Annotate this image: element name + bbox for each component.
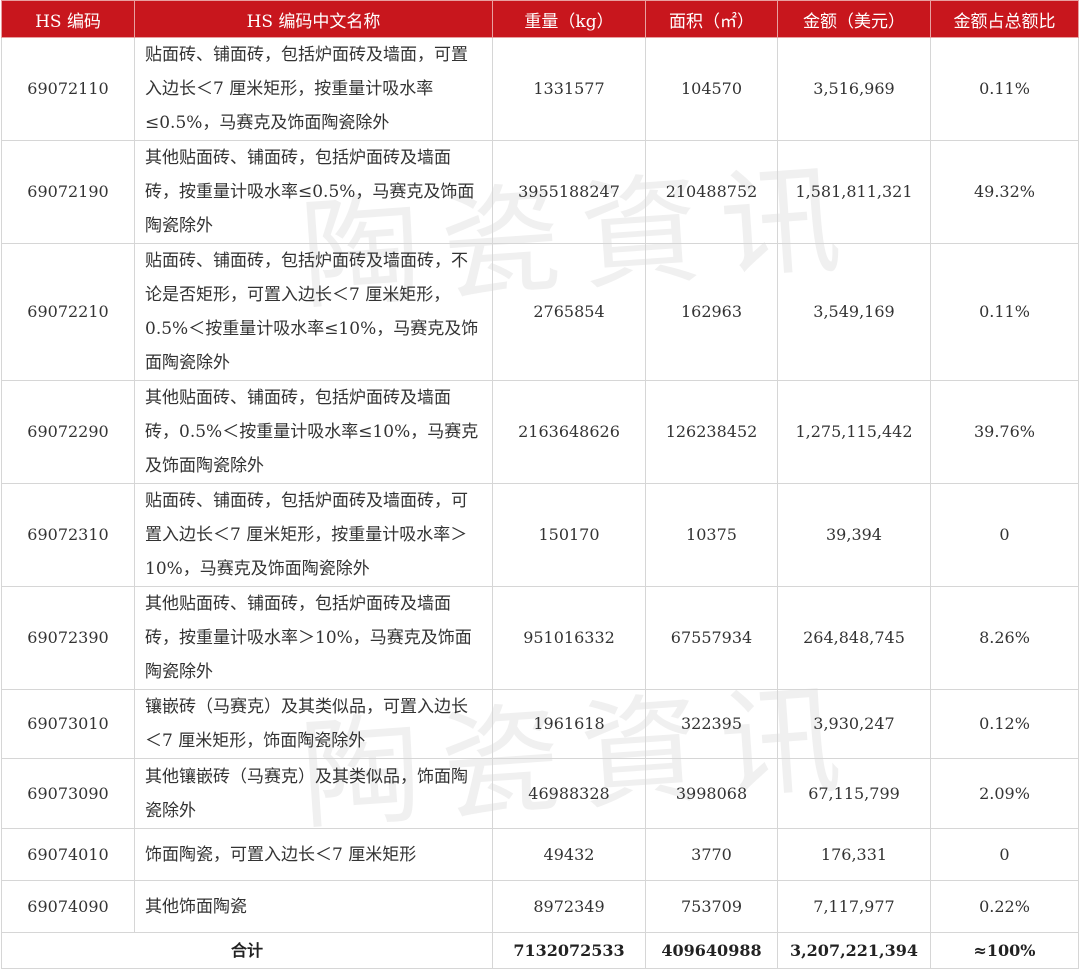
table-row: 69074090 其他饰面陶瓷 8972349 753709 7,117,977 0.22… xyxy=(1,880,1079,933)
area-cell: 3998068 xyxy=(645,758,778,829)
description-cell: 其他贴面砖、铺面砖，包括炉面砖及墙面砖，按重量计吸水率＞10%，马赛克及饰面陶瓷… xyxy=(134,586,493,690)
col-header-amount: 金额（美元） xyxy=(777,0,931,38)
hs-code-cell: 69073090 xyxy=(1,758,135,829)
table-row: 69072210 贴面砖、铺面砖，包括炉面砖及墙面砖，不论是否矩形，可置入边长＜7… xyxy=(1,243,1079,381)
col-header-share: 金额占总额比 xyxy=(930,0,1079,38)
share-cell: 2.09% xyxy=(930,758,1079,829)
description-cell: 贴面砖、铺面砖，包括炉面砖及墙面砖，不论是否矩形，可置入边长＜7 厘米矩形，0.… xyxy=(134,243,493,381)
area-cell: 67557934 xyxy=(645,586,778,690)
amount-cell: 67,115,799 xyxy=(777,758,931,829)
col-header-area: 面积（㎡） xyxy=(645,0,778,38)
share-cell: 0.12% xyxy=(930,689,1079,759)
table-row: 69072390 其他贴面砖、铺面砖，包括炉面砖及墙面砖，按重量计吸水率＞10%，… xyxy=(1,586,1079,690)
table-row: 69072310 贴面砖、铺面砖，包括炉面砖及墙面砖，可置入边长＜7 厘米矩形，按… xyxy=(1,483,1079,587)
description-cell: 贴面砖、铺面砖，包括炉面砖及墙面，可置入边长＜7 厘米矩形，按重量计吸水率≤0.… xyxy=(134,37,493,141)
hs-code-cell: 69072190 xyxy=(1,140,135,244)
total-area: 409640988 xyxy=(645,932,778,969)
table-row: 69073010 镶嵌砖（马赛克）及其类似品，可置入边长＜7 厘米矩形，饰面陶瓷除… xyxy=(1,689,1079,759)
total-label: 合计 xyxy=(1,932,493,969)
weight-cell: 1961618 xyxy=(492,689,646,759)
total-row: 合计 7132072533 409640988 3,207,221,394 ≈100% xyxy=(1,932,1079,969)
area-cell: 753709 xyxy=(645,880,778,933)
share-cell: 0 xyxy=(930,828,1079,881)
table-row: 69073090 其他镶嵌砖（马赛克）及其类似品，饰面陶瓷除外 46988328 39… xyxy=(1,758,1079,829)
weight-cell: 1331577 xyxy=(492,37,646,141)
amount-cell: 3,930,247 xyxy=(777,689,931,759)
amount-cell: 7,117,977 xyxy=(777,880,931,933)
hs-code-cell: 69072110 xyxy=(1,37,135,141)
hs-code-cell: 69072310 xyxy=(1,483,135,587)
area-cell: 322395 xyxy=(645,689,778,759)
amount-cell: 39,394 xyxy=(777,483,931,587)
share-cell: 39.76% xyxy=(930,380,1079,484)
description-cell: 其他饰面陶瓷 xyxy=(134,880,493,933)
amount-cell: 176,331 xyxy=(777,828,931,881)
amount-cell: 1,581,811,321 xyxy=(777,140,931,244)
description-cell: 饰面陶瓷，可置入边长＜7 厘米矩形 xyxy=(134,828,493,881)
weight-cell: 46988328 xyxy=(492,758,646,829)
weight-cell: 49432 xyxy=(492,828,646,881)
weight-cell: 2765854 xyxy=(492,243,646,381)
description-cell: 其他贴面砖、铺面砖，包括炉面砖及墙面砖，0.5%＜按重量计吸水率≤10%，马赛克… xyxy=(134,380,493,484)
hs-code-cell: 69072290 xyxy=(1,380,135,484)
amount-cell: 264,848,745 xyxy=(777,586,931,690)
description-cell: 其他贴面砖、铺面砖，包括炉面砖及墙面砖，按重量计吸水率≤0.5%，马赛克及饰面陶… xyxy=(134,140,493,244)
area-cell: 3770 xyxy=(645,828,778,881)
share-cell: 49.32% xyxy=(930,140,1079,244)
area-cell: 210488752 xyxy=(645,140,778,244)
description-cell: 镶嵌砖（马赛克）及其类似品，可置入边长＜7 厘米矩形，饰面陶瓷除外 xyxy=(134,689,493,759)
share-cell: 0 xyxy=(930,483,1079,587)
total-share: ≈100% xyxy=(930,932,1079,969)
header-row: HS 编码 HS 编码中文名称 重量（kg） 面积（㎡） 金额（美元） 金额占总… xyxy=(1,0,1079,38)
table-row: 69072290 其他贴面砖、铺面砖，包括炉面砖及墙面砖，0.5%＜按重量计吸水率… xyxy=(1,380,1079,484)
total-weight: 7132072533 xyxy=(492,932,646,969)
hs-code-cell: 69073010 xyxy=(1,689,135,759)
table-row: 69072190 其他贴面砖、铺面砖，包括炉面砖及墙面砖，按重量计吸水率≤0.5%… xyxy=(1,140,1079,244)
table-row: 69072110 贴面砖、铺面砖，包括炉面砖及墙面，可置入边长＜7 厘米矩形，按重… xyxy=(1,37,1079,141)
area-cell: 104570 xyxy=(645,37,778,141)
share-cell: 0.11% xyxy=(930,37,1079,141)
amount-cell: 1,275,115,442 xyxy=(777,380,931,484)
weight-cell: 951016332 xyxy=(492,586,646,690)
hs-code-cell: 69072390 xyxy=(1,586,135,690)
description-cell: 贴面砖、铺面砖，包括炉面砖及墙面砖，可置入边长＜7 厘米矩形，按重量计吸水率＞1… xyxy=(134,483,493,587)
share-cell: 8.26% xyxy=(930,586,1079,690)
area-cell: 162963 xyxy=(645,243,778,381)
amount-cell: 3,516,969 xyxy=(777,37,931,141)
amount-cell: 3,549,169 xyxy=(777,243,931,381)
area-cell: 126238452 xyxy=(645,380,778,484)
area-cell: 10375 xyxy=(645,483,778,587)
share-cell: 0.22% xyxy=(930,880,1079,933)
col-header-name: HS 编码中文名称 xyxy=(134,0,493,38)
hs-code-cell: 69074010 xyxy=(1,828,135,881)
table-row: 69074010 饰面陶瓷，可置入边长＜7 厘米矩形 49432 3770 176,33… xyxy=(1,828,1079,881)
description-cell: 其他镶嵌砖（马赛克）及其类似品，饰面陶瓷除外 xyxy=(134,758,493,829)
weight-cell: 2163648626 xyxy=(492,380,646,484)
share-cell: 0.11% xyxy=(930,243,1079,381)
weight-cell: 150170 xyxy=(492,483,646,587)
hs-code-cell: 69074090 xyxy=(1,880,135,933)
total-amount: 3,207,221,394 xyxy=(777,932,931,969)
col-header-code: HS 编码 xyxy=(1,0,135,38)
weight-cell: 8972349 xyxy=(492,880,646,933)
hs-code-cell: 69072210 xyxy=(1,243,135,381)
weight-cell: 3955188247 xyxy=(492,140,646,244)
col-header-weight: 重量（kg） xyxy=(492,0,646,38)
